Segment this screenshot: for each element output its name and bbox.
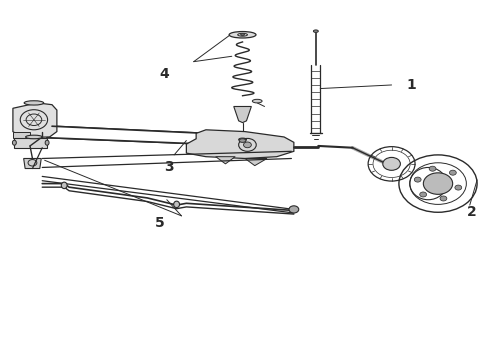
Circle shape — [440, 196, 447, 201]
Ellipse shape — [12, 140, 16, 145]
Text: 1: 1 — [406, 78, 416, 92]
Polygon shape — [24, 158, 41, 168]
Ellipse shape — [239, 139, 246, 142]
Circle shape — [429, 166, 436, 171]
Text: 4: 4 — [160, 67, 169, 81]
Circle shape — [449, 170, 456, 175]
Ellipse shape — [314, 30, 318, 32]
Ellipse shape — [25, 135, 42, 139]
Polygon shape — [216, 157, 235, 164]
Circle shape — [423, 173, 453, 194]
Ellipse shape — [45, 140, 49, 145]
Circle shape — [414, 177, 421, 182]
Circle shape — [420, 192, 427, 197]
Circle shape — [244, 142, 251, 148]
Ellipse shape — [173, 201, 179, 208]
Text: 3: 3 — [165, 161, 174, 175]
Polygon shape — [234, 107, 251, 123]
Circle shape — [383, 157, 400, 170]
Polygon shape — [47, 126, 206, 144]
Text: 2: 2 — [467, 205, 477, 219]
Circle shape — [455, 185, 462, 190]
Polygon shape — [13, 132, 30, 138]
Text: 5: 5 — [155, 216, 164, 230]
Polygon shape — [13, 103, 57, 138]
Ellipse shape — [241, 34, 245, 36]
Ellipse shape — [229, 32, 256, 38]
Ellipse shape — [239, 138, 246, 141]
Polygon shape — [186, 130, 294, 158]
Ellipse shape — [61, 182, 67, 189]
Polygon shape — [14, 138, 47, 148]
Circle shape — [289, 206, 299, 213]
Ellipse shape — [24, 101, 44, 105]
Ellipse shape — [252, 99, 262, 103]
Polygon shape — [245, 158, 267, 166]
